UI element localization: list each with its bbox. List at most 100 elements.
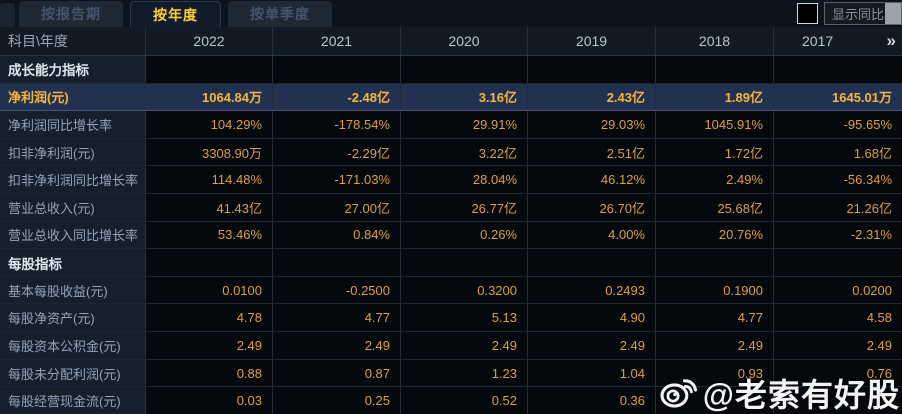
value-cell: 2.49 [527, 332, 655, 359]
row-label: 营业总收入(元) [0, 194, 145, 221]
tab-stub [0, 3, 15, 27]
year-header-2017: 2017 » [773, 27, 902, 55]
row-label: 净利润同比增长率 [0, 111, 145, 138]
value-cell: 5.13 [400, 304, 527, 332]
value-cell: 1045.91% [655, 111, 773, 138]
value-cell [655, 56, 773, 83]
value-cell: 20.76% [655, 221, 773, 249]
value-cell [400, 249, 527, 276]
value-cell: -2.31% [773, 221, 902, 249]
show-yoy-label: 显示同比 [832, 7, 885, 22]
row-label: 基本每股收益(元) [0, 276, 145, 304]
table-row: 净利润同比增长率 104.29% -178.54% 29.91% 29.03% 1045.… [0, 111, 902, 139]
value-cell [773, 56, 902, 83]
value-cell: 0.25 [272, 387, 400, 414]
value-cell: 2.43亿 [527, 83, 655, 111]
value-cell: 0.1900 [655, 276, 773, 304]
row-label: 扣非净利润同比增长率 [0, 166, 145, 194]
row-label: 净利润(元) [8, 90, 69, 106]
table-row: 每股经营现金流(元) 0.03 0.25 0.52 0.36 [0, 387, 902, 414]
row-label: 扣非净利润(元) [0, 138, 145, 166]
value-cell [655, 249, 773, 276]
value-cell: 3.16亿 [400, 83, 527, 111]
value-cell [527, 56, 655, 83]
row-label: 每股未分配利润(元) [0, 359, 145, 387]
show-yoy-panel[interactable]: 显示同比 [824, 2, 902, 25]
table-row: 成长能力指标 [0, 56, 902, 84]
row-label: 营业总收入同比增长率 [0, 221, 145, 249]
value-cell: 0.2493 [527, 276, 655, 304]
value-cell [527, 249, 655, 276]
value-cell: 1.04 [527, 359, 655, 387]
value-cell: 4.90 [527, 304, 655, 332]
value-cell: 21.26亿 [773, 194, 902, 221]
show-yoy-checkbox[interactable] [797, 3, 818, 24]
value-cell: -95.65% [773, 111, 902, 138]
value-cell: 0.26% [400, 221, 527, 249]
value-cell: 27.00亿 [272, 194, 400, 221]
value-cell: 29.03% [527, 111, 655, 138]
row-label: 成长能力指标 [0, 56, 145, 83]
value-cell: 4.77 [272, 304, 400, 332]
year-header-2019: 2019 [527, 27, 655, 55]
value-cell: 0.03 [145, 387, 272, 414]
value-cell: 0.84% [272, 221, 400, 249]
value-cell: 2.49 [655, 332, 773, 359]
table-header-row: 科目\年度 2022 2021 2020 2019 2018 2017 » [0, 27, 902, 56]
value-cell: 1.68亿 [773, 138, 902, 166]
table-row: 营业总收入同比增长率 53.46% 0.84% 0.26% 4.00% 20.76% -2.… [0, 221, 902, 250]
value-cell: 0.52 [400, 387, 527, 414]
value-cell [145, 249, 272, 276]
value-cell [773, 249, 902, 276]
row-label: 每股经营现金流(元) [0, 387, 145, 414]
tab-by-report-period[interactable]: 按报告期 [19, 1, 123, 27]
value-cell: 3.22亿 [400, 138, 527, 166]
value-cell: 53.46% [145, 221, 272, 249]
year-header-2021: 2021 [272, 27, 400, 55]
value-cell: 104.29% [145, 111, 272, 138]
value-cell: 0.36 [527, 387, 655, 414]
value-cell: 1.23 [400, 359, 527, 387]
value-cell: 1.89亿 [655, 83, 773, 111]
year-header-2018: 2018 [655, 27, 773, 55]
value-cell: 46.12% [527, 166, 655, 194]
corner-header-cell: 科目\年度 [8, 33, 68, 49]
value-cell: 1645.01万 [773, 83, 902, 111]
tab-by-year[interactable]: 按年度 [130, 1, 221, 27]
value-cell: 2.49 [272, 332, 400, 359]
value-cell: 0.0100 [145, 276, 272, 304]
table-row: 每股净资产(元) 4.78 4.77 5.13 4.90 4.77 4.58 [0, 304, 902, 333]
value-cell: 29.91% [400, 111, 527, 138]
value-cell: -178.54% [272, 111, 400, 138]
table-row: 扣非净利润同比增长率 114.48% -171.03% 28.04% 46.12% 2.4… [0, 166, 902, 195]
value-cell: -2.48亿 [272, 83, 400, 111]
value-cell: 4.77 [655, 304, 773, 332]
value-cell: 4.78 [145, 304, 272, 332]
value-cell: 2.49% [655, 166, 773, 194]
row-label: 每股指标 [0, 249, 145, 276]
year-header-2022: 2022 [145, 27, 272, 55]
table-row: 每股未分配利润(元) 0.88 0.87 1.23 1.04 0.93 0.76 [0, 359, 902, 388]
value-cell: 0.76 [773, 359, 902, 387]
period-tab-bar: 按报告期 按年度 按单季度 显示同比 [0, 0, 902, 27]
value-cell: 2.51亿 [527, 138, 655, 166]
more-columns-icon[interactable]: » [886, 31, 897, 50]
value-cell: 114.48% [145, 166, 272, 194]
value-cell: -171.03% [272, 166, 400, 194]
value-cell: 4.00% [527, 221, 655, 249]
tab-by-quarter[interactable]: 按单季度 [228, 1, 332, 27]
year-header-2017-label: 2017 [802, 33, 834, 49]
value-cell: 26.70亿 [527, 194, 655, 221]
value-cell: 2.49 [145, 332, 272, 359]
value-cell: 0.88 [145, 359, 272, 387]
value-cell: 25.68亿 [655, 194, 773, 221]
table-row: 扣非净利润(元) 3308.90万 -2.29亿 3.22亿 2.51亿 1.72亿 1.6… [0, 138, 902, 167]
row-label: 每股资本公积金(元) [0, 332, 145, 359]
value-cell: 1064.84万 [145, 83, 272, 111]
value-cell [400, 56, 527, 83]
value-cell: 4.58 [773, 304, 902, 332]
value-cell: 2.49 [773, 332, 902, 359]
table-row: 营业总收入(元) 41.43亿 27.00亿 26.77亿 26.70亿 25.68亿 21… [0, 194, 902, 222]
value-cell: 1.72亿 [655, 138, 773, 166]
financial-indicator-table: 成长能力指标净利润(元) 1064.84万 -2.48亿 3.16亿 2.43亿 1.89… [0, 56, 902, 414]
